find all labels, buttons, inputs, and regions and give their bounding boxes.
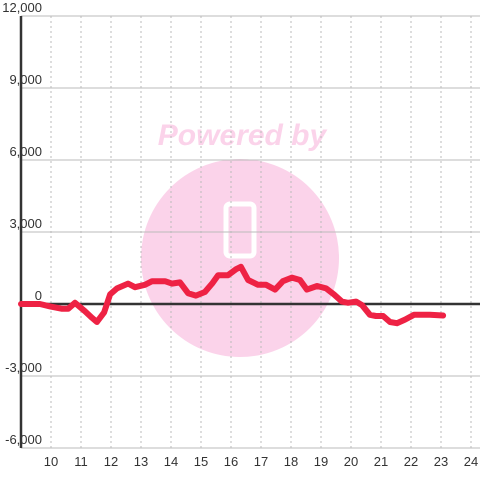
x-tick-label: 20 [344, 454, 358, 469]
x-tick-label: 12 [104, 454, 118, 469]
y-tick-label: 9,000 [9, 72, 42, 87]
y-tick-label: 0 [35, 288, 42, 303]
y-tick-label: 3,000 [9, 216, 42, 231]
x-tick-label: 17 [254, 454, 268, 469]
x-tick-label: 16 [224, 454, 238, 469]
x-tick-label: 10 [44, 454, 58, 469]
x-tick-label: 15 [194, 454, 208, 469]
y-tick-label: -3,000 [5, 360, 42, 375]
x-tick-label: 11 [74, 454, 88, 469]
y-tick-label: 12,000 [2, 0, 42, 15]
x-tick-label: 13 [134, 454, 148, 469]
line-series [18, 263, 447, 327]
x-tick-label: 18 [284, 454, 298, 469]
x-tick-label: 21 [374, 454, 388, 469]
y-tick-label: 6,000 [9, 144, 42, 159]
x-tick-label: 22 [404, 454, 418, 469]
y-tick-label: -6,000 [5, 432, 42, 447]
x-tick-label: 14 [164, 454, 178, 469]
watermark-icon [223, 201, 257, 259]
x-tick-label: 24 [464, 454, 478, 469]
x-tick-label: 23 [434, 454, 448, 469]
x-tick-label: 19 [314, 454, 328, 469]
watermark-text: Powered by [158, 119, 328, 152]
